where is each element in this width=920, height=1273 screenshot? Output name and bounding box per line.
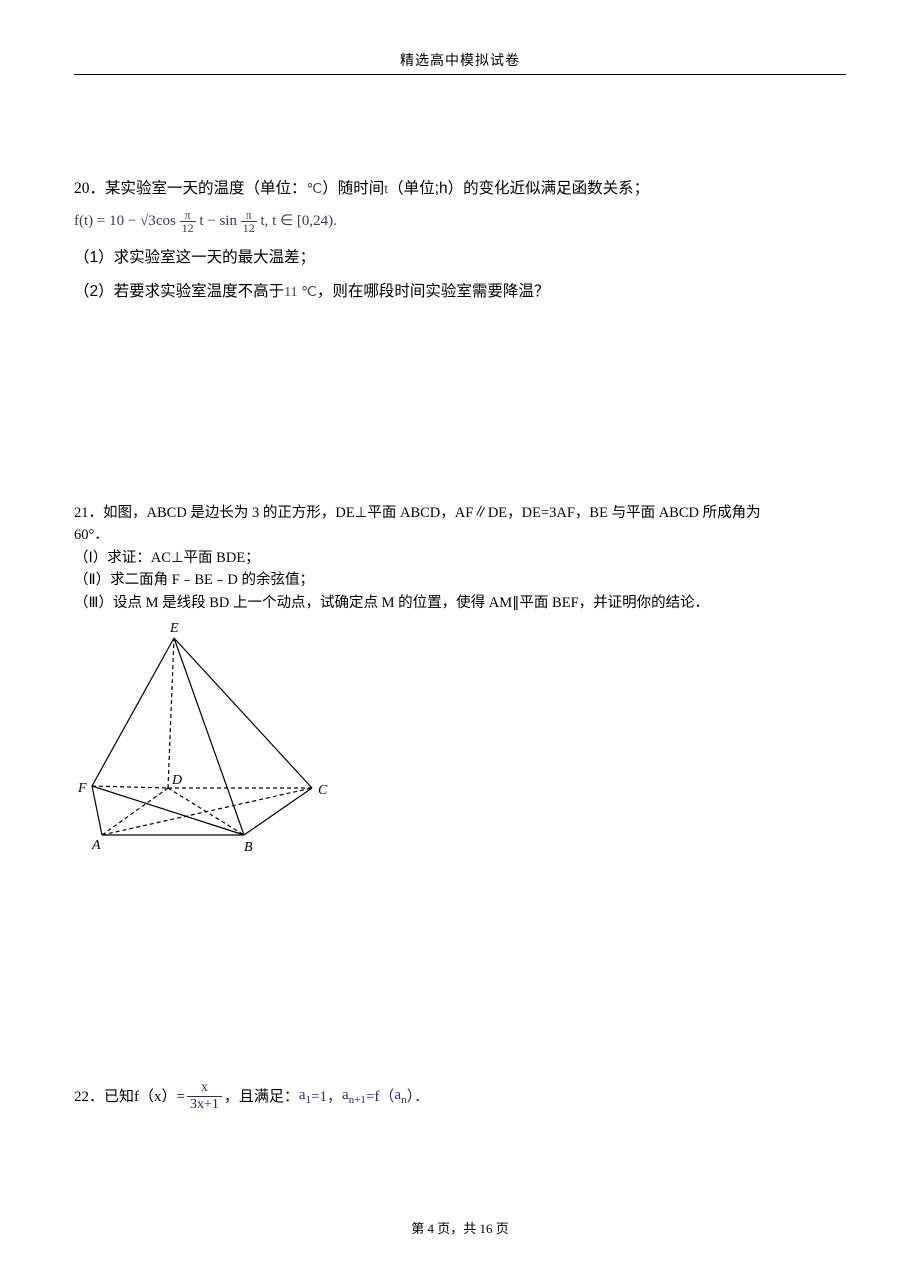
q20-f-lead: f(t) = 10 − [74, 213, 140, 229]
q22-frac-num: x [187, 1080, 222, 1097]
q21-part3: （Ⅲ）设点 M 是线段 BD 上一个动点，试确定点 M 的位置，使得 AM∥平面… [74, 592, 846, 614]
q20-frac2: π12 [241, 209, 257, 234]
q22-line: 22． 已知f（x）= x 3x+1 ，且满足： a1 =1， an+1 =f（… [74, 1080, 846, 1113]
q22-an1: an+1 [342, 1083, 366, 1110]
svg-text:E: E [169, 621, 179, 636]
question-20: 20．某实验室一天的温度（单位：℃）随时间t（单位;h）的变化近似满足函数关系；… [74, 175, 846, 306]
q20-frac1-num: π [180, 209, 196, 222]
q20-frac1-den: 12 [180, 222, 196, 234]
q22-lead: 已知f（x）= [104, 1085, 185, 1109]
q21-part2: （Ⅱ）求二面角 F﹣BE﹣D 的余弦值； [74, 569, 846, 591]
q20-part1: （1）求实验室这一天的最大温差； [74, 244, 846, 272]
q20-f-sqrt: √3 [140, 213, 156, 229]
q20-number: 20． [74, 180, 105, 197]
q22-frac-den: 3x+1 [187, 1097, 222, 1113]
q20-part2: （2）若要求实验室温度不高于11 ℃，则在哪段时间实验室需要降温？ [74, 278, 846, 306]
q20-f-mid: t − sin [199, 213, 237, 229]
q20-l1c: （单位;h）的变化近似满足函数关系； [388, 180, 649, 197]
q21-svg: E F D C A B [74, 620, 334, 855]
q20-l1b: ）随时间 [322, 180, 384, 197]
q20-frac2-den: 12 [241, 222, 257, 234]
q21-line1: 21．如图，ABCD 是边长为 3 的正方形，DE⊥平面 ABCD，AF∥DE，… [74, 502, 846, 524]
q20-line1: 20．某实验室一天的温度（单位：℃）随时间t（单位;h）的变化近似满足函数关系； [74, 175, 846, 203]
svg-text:D: D [171, 773, 182, 788]
header-rule [74, 74, 846, 75]
q22-eq1: =1， [311, 1085, 342, 1109]
q22-an1-sub: n+1 [349, 1094, 366, 1106]
q21-number: 21． [74, 505, 103, 521]
q22-eqf: =f（ [366, 1085, 394, 1109]
question-21: 21．如图，ABCD 是边长为 3 的正方形，DE⊥平面 ABCD，AF∥DE，… [74, 502, 846, 860]
q22-number: 22． [74, 1085, 104, 1109]
q22-frac: x 3x+1 [187, 1080, 222, 1113]
q20-unit-c: ℃ [307, 182, 323, 197]
page-header-title: 精选高中模拟试卷 [74, 50, 846, 70]
q22-tail: ）． [407, 1085, 430, 1109]
q20-f-tail: t, t ∈ [0,24). [260, 213, 336, 229]
page-footer: 第 4 页，共 16 页 [0, 1218, 920, 1237]
q20-p2a: （2）若要求实验室温度不高于 [74, 283, 284, 300]
svg-text:B: B [244, 840, 253, 855]
q22-a1-a: a [299, 1087, 306, 1103]
question-22: 22． 已知f（x）= x 3x+1 ，且满足： a1 =1， an+1 =f（… [74, 1080, 846, 1113]
q21-diagram: E F D C A B [74, 620, 846, 860]
footer-total: 16 [480, 1221, 493, 1236]
q20-p2val: 11 ℃ [284, 285, 317, 300]
q20-frac2-num: π [241, 209, 257, 222]
q22-mid: ，且满足： [224, 1085, 299, 1109]
q20-frac1: π12 [180, 209, 196, 234]
q21-line1b: 60°． [74, 524, 846, 546]
q22-an1-a: a [342, 1087, 349, 1103]
svg-text:F: F [77, 781, 87, 796]
q22-an: an [394, 1083, 406, 1110]
svg-text:A: A [91, 838, 101, 853]
q20-f-cos: cos [156, 213, 176, 229]
q21-l1: 如图，ABCD 是边长为 3 的正方形，DE⊥平面 ABCD，AF∥DE，DE=… [103, 505, 761, 521]
svg-text:C: C [318, 783, 328, 798]
footer-prefix: 第 [411, 1221, 427, 1236]
footer-suffix: 页 [493, 1221, 509, 1236]
q20-l1a: 某实验室一天的温度（单位： [105, 180, 307, 197]
q21-part1: （Ⅰ）求证：AC⊥平面 BDE； [74, 547, 846, 569]
q20-p2b: ，则在哪段时间实验室需要降温？ [317, 283, 550, 300]
q20-formula: f(t) = 10 − √3cos π12 t − sin π12 t, t ∈… [74, 209, 846, 234]
footer-mid: 页，共 [434, 1221, 480, 1236]
q22-a1: a1 [299, 1083, 311, 1110]
